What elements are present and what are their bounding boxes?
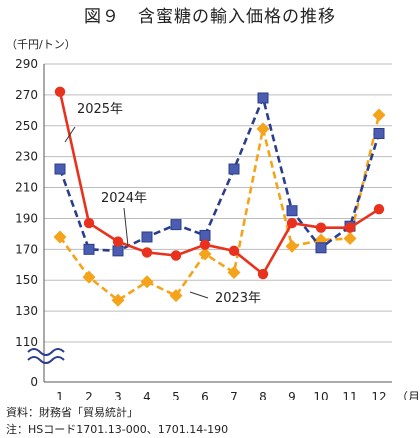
source-note: 資料：財務省「貿易統計」 [6,406,138,419]
data-point [373,128,385,139]
series-annotation: 2024年 [101,191,147,206]
data-point [54,86,66,98]
data-point [170,219,182,231]
data-point [343,232,357,246]
data-point [286,205,298,217]
footnote: 注：HSコード1701.13-000、1701.14-190 [6,423,229,436]
data-point [169,289,183,303]
data-point [199,239,211,250]
data-point [112,245,124,257]
data-point [228,163,240,175]
annotation-leader [123,207,129,247]
annotation-leader [189,291,209,299]
data-point [315,242,327,254]
x-tick-label: 10 [313,390,328,400]
data-point [111,293,125,307]
x-tick-label: 7 [230,390,238,400]
data-point [53,230,67,244]
x-tick-label: 12 [371,390,386,400]
annotation-leader [64,126,76,143]
x-tick-label: 4 [143,390,151,400]
data-point [199,229,211,241]
data-point [256,122,270,136]
series-line [58,96,381,253]
y-tick-label: 110 [15,335,38,349]
series-2025年 [54,86,385,280]
gridlines [44,63,392,343]
chart-title: 図９ 含蜜糖の輸入価格の推移 [84,7,336,27]
x-tick-label: 9 [288,390,296,400]
y-tick-label: 0 [30,375,38,389]
data-point [315,222,327,233]
data-point [344,222,356,233]
data-point [54,163,66,175]
x-tick-label: 2 [85,390,93,400]
data-point [83,243,95,255]
y-tick-label: 270 [15,88,38,102]
data-point [228,245,240,257]
data-point [83,217,95,229]
y-tick-label: 290 [15,57,38,71]
data-point [286,217,298,229]
data-point [257,92,269,104]
data-point [140,275,154,289]
x-tick-label: 8 [259,390,267,400]
series-line [58,91,380,276]
data-point [373,203,385,215]
data-point [257,268,269,280]
data-point [141,231,153,243]
data-point [198,247,212,261]
y-tick-label: 190 [15,211,38,225]
axis-break-mark [27,356,65,364]
series-line [58,114,381,302]
y-axis-unit: （千円/トン） [6,38,76,51]
y-tick-labels: 290 270 250 230 210 190 170 150 130 110 0 [15,57,38,389]
data-point [82,270,96,284]
y-tick-label: 230 [15,150,38,164]
x-tick-label: 6 [201,390,209,400]
series-annotation: 2023年 [215,291,261,306]
x-axis-unit: （月） [396,390,420,400]
data-point [227,266,241,279]
y-tick-label: 170 [15,242,38,256]
x-tick-label: 11 [342,390,357,400]
x-tick-label: 3 [114,390,122,400]
series-2023年 [53,108,386,307]
y-tick-label: 130 [15,304,38,318]
y-tick-label: 150 [15,273,38,287]
data-point [372,108,386,122]
series-annotation: 2025年 [77,102,123,117]
y-tick-label: 250 [15,119,38,133]
data-point [112,236,124,247]
data-point [170,250,182,261]
axes [27,64,392,383]
data-point [285,239,299,253]
series-annotations: 2025年 2024年 2023年 [64,102,261,306]
x-tick-label: 5 [172,390,180,400]
series-layer [53,86,386,307]
x-tick-label: 1 [56,390,64,400]
data-point [141,247,153,258]
y-tick-label: 210 [15,181,38,195]
series-2024年 [54,92,385,257]
axis-break-mark [27,348,65,356]
